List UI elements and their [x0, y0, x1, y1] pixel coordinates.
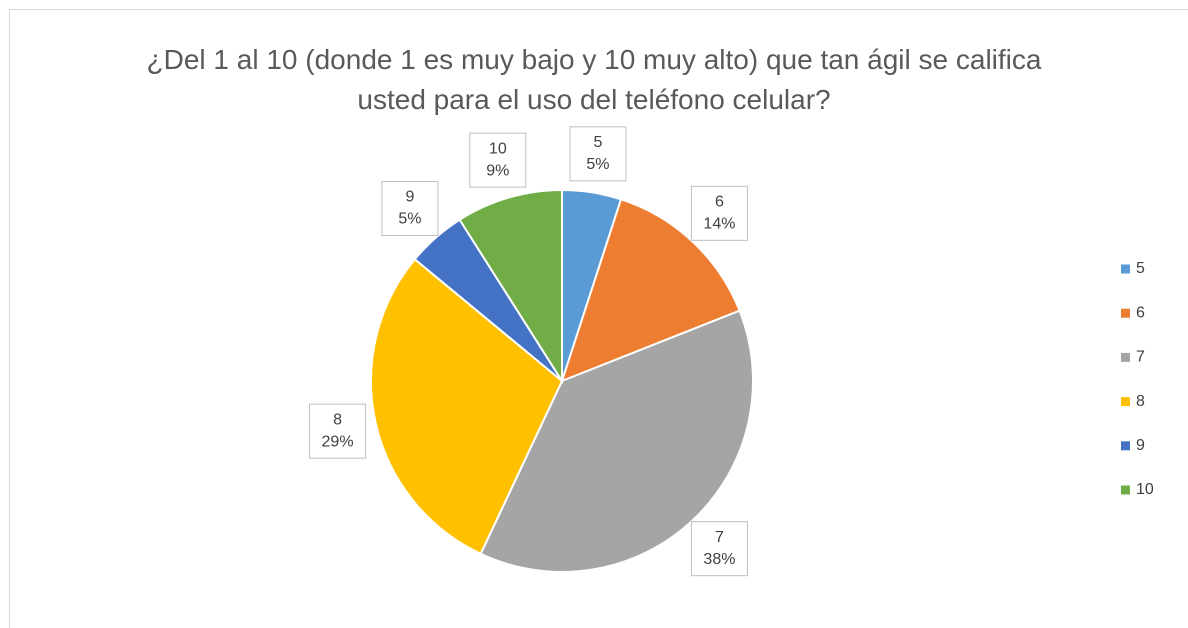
legend-swatch [1121, 397, 1130, 407]
data-label-box [381, 180, 439, 236]
legend-swatch [1121, 264, 1130, 274]
data-label-value: 29% [322, 433, 354, 450]
data-label-category: 7 [715, 529, 724, 546]
data-label-category: 10 [489, 140, 507, 157]
data-label-category: 9 [405, 189, 414, 206]
pie-slice [560, 198, 741, 383]
legend-swatch [1121, 352, 1130, 362]
data-label-value: 5% [586, 156, 609, 173]
data-label-box [690, 185, 748, 241]
legend-label: 10 [1136, 481, 1154, 498]
legend-label: 6 [1136, 304, 1145, 321]
data-label-value: 14% [703, 216, 735, 233]
data-label-value: 38% [703, 551, 735, 568]
pie-slice [458, 188, 563, 385]
legend-label: 9 [1136, 437, 1145, 454]
pie-slice [479, 309, 754, 573]
data-label-value: 5% [398, 211, 421, 228]
data-label-value: 9% [486, 162, 509, 179]
data-label-box [469, 132, 527, 188]
legend-label: 7 [1136, 349, 1145, 366]
data-label-box [309, 403, 367, 459]
data-label-category: 6 [715, 194, 724, 211]
legend-swatch [1121, 308, 1130, 318]
legend-swatch [1121, 441, 1130, 451]
chart-border [9, 9, 1188, 628]
pie-slice [370, 257, 564, 556]
legend-label: 5 [1136, 260, 1145, 277]
chart-title: ¿Del 1 al 10 (donde 1 es muy bajo y 10 m… [146, 44, 1042, 115]
legend-swatch [1121, 485, 1130, 495]
data-label-box [690, 521, 748, 577]
data-label-category: 5 [594, 134, 603, 151]
data-label-category: 8 [333, 411, 342, 428]
data-label-box [569, 126, 627, 182]
legend-label: 8 [1136, 393, 1145, 410]
